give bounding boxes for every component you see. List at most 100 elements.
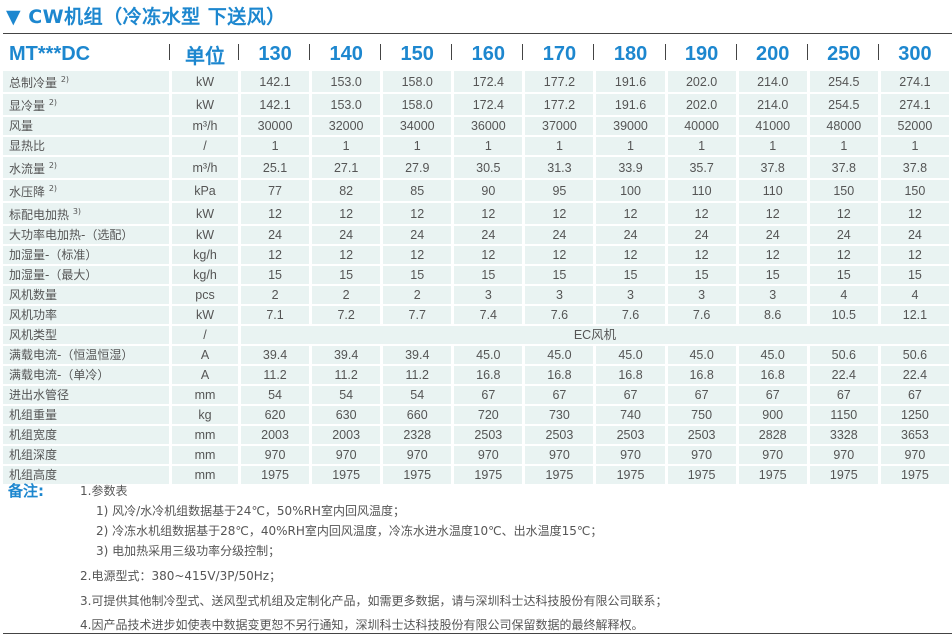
- value-cell: 1: [241, 137, 310, 155]
- value-cell: 1975: [312, 466, 381, 484]
- value-cell: 12: [880, 203, 949, 224]
- row-label: 机组深度: [3, 446, 169, 464]
- value-cell: 4: [809, 286, 878, 304]
- row-label: 加湿量-（最大）: [3, 266, 169, 284]
- value-cell: 1975: [454, 466, 523, 484]
- row-label-text: 风机功率: [9, 308, 58, 322]
- table-row: 机组重量 kg 620 630 660 720 730 740 750 900 1150 1250: [3, 406, 949, 424]
- value-cell: 45.0: [667, 346, 736, 364]
- row-label: 显冷量 2): [3, 94, 169, 115]
- row-label: 机组重量: [3, 406, 169, 424]
- value-cell: 150: [809, 180, 878, 201]
- value-cell: 12: [241, 203, 310, 224]
- row-unit: kPa: [172, 180, 238, 201]
- value-cell: 39.4: [383, 346, 452, 364]
- value-cell: 40000: [667, 117, 736, 135]
- value-cell: 16.8: [596, 366, 665, 384]
- value-cell: 50.6: [809, 346, 878, 364]
- value-cell: 970: [383, 446, 452, 464]
- row-label: 机组宽度: [3, 426, 169, 444]
- value-cell: 24: [525, 226, 594, 244]
- value-cell: 15: [383, 266, 452, 284]
- value-cell: 7.7: [383, 306, 452, 324]
- header-model-190: 190: [664, 40, 736, 69]
- value-cell: 12: [596, 246, 665, 264]
- value-cell: 177.2: [525, 71, 594, 92]
- row-label-text: 总制冷量: [9, 76, 58, 90]
- row-unit: mm: [172, 426, 238, 444]
- row-label-text: 满载电流-（恒温恒湿）: [9, 348, 134, 362]
- section-title: ▼ CW机组（冷冻水型 下送风）: [6, 6, 286, 28]
- value-cell: 970: [809, 446, 878, 464]
- value-cell: 3: [525, 286, 594, 304]
- value-cell: 24: [312, 226, 381, 244]
- value-cell: 970: [241, 446, 310, 464]
- value-cell: 720: [454, 406, 523, 424]
- footnote-ref: 2): [48, 184, 58, 193]
- row-unit: mm: [172, 386, 238, 404]
- value-cell: 27.1: [312, 157, 381, 178]
- table-row: 显冷量 2) kW 142.1 153.0 158.0 172.4 177.2 191.6 20…: [3, 94, 949, 115]
- value-cell: 3: [596, 286, 665, 304]
- value-cell: 34000: [383, 117, 452, 135]
- footnote-ref: 3): [72, 207, 82, 216]
- top-divider: [3, 33, 952, 34]
- note-line: 2) 冷冻水机组数据基于28℃，40%RH室内回风温度，冷冻水进水温度10℃、出…: [96, 524, 603, 538]
- value-cell: 54: [383, 386, 452, 404]
- value-cell: 142.1: [241, 71, 310, 92]
- row-label-text: 标配电加热: [9, 208, 70, 222]
- value-cell: 660: [383, 406, 452, 424]
- row-unit: mm: [172, 466, 238, 484]
- header-model-140: 140: [309, 40, 380, 69]
- value-cell: 12: [241, 246, 310, 264]
- value-cell: 24: [738, 226, 807, 244]
- value-cell: 31.3: [525, 157, 594, 178]
- row-unit: mm: [172, 446, 238, 464]
- value-cell: 172.4: [454, 94, 523, 115]
- value-cell: 45.0: [525, 346, 594, 364]
- row-label-text: 机组宽度: [9, 428, 58, 442]
- value-cell: 2503: [667, 426, 736, 444]
- value-cell: 54: [312, 386, 381, 404]
- value-cell: 750: [667, 406, 736, 424]
- value-cell: 3653: [880, 426, 949, 444]
- value-cell: 214.0: [738, 71, 807, 92]
- value-cell: 150: [880, 180, 949, 201]
- value-cell: 16.8: [525, 366, 594, 384]
- value-cell: 1: [738, 137, 807, 155]
- value-cell: 12: [383, 203, 452, 224]
- note-line: 1.参数表: [80, 484, 128, 498]
- value-cell: 22.4: [809, 366, 878, 384]
- row-label-text: 加湿量-（最大）: [9, 268, 98, 282]
- value-cell: 10.5: [809, 306, 878, 324]
- row-unit: kW: [172, 71, 238, 92]
- value-cell: 15: [809, 266, 878, 284]
- row-label: 加湿量-（标准）: [3, 246, 169, 264]
- row-label-text: 水压降: [9, 185, 46, 199]
- header-unit: 单位: [169, 40, 238, 69]
- footnote-ref: 2): [48, 98, 58, 107]
- footnote-ref: 2): [60, 75, 70, 84]
- value-cell: 630: [312, 406, 381, 424]
- value-cell: 900: [738, 406, 807, 424]
- header-row: MT***DC 单位 130 140 150 160 170 180 190 200 250 300: [3, 40, 949, 69]
- value-cell: 15: [738, 266, 807, 284]
- header-model-130: 130: [237, 40, 309, 69]
- row-label-text: 风机数量: [9, 288, 58, 302]
- value-cell: 12: [809, 246, 878, 264]
- value-cell: 274.1: [880, 71, 949, 92]
- row-label: 进出水管径: [3, 386, 169, 404]
- value-cell: 67: [738, 386, 807, 404]
- value-cell: 2503: [454, 426, 523, 444]
- value-cell: 254.5: [809, 71, 878, 92]
- value-cell: 191.6: [596, 71, 665, 92]
- value-cell: 158.0: [383, 94, 452, 115]
- value-cell: 12: [312, 203, 381, 224]
- row-label: 满载电流-（恒温恒湿）: [3, 346, 169, 364]
- footnote-ref: 2): [48, 161, 58, 170]
- row-label: 显热比: [3, 137, 169, 155]
- value-cell: 39.4: [241, 346, 310, 364]
- value-cell: 970: [525, 446, 594, 464]
- row-unit: /: [172, 326, 238, 344]
- table-row: 满载电流-（单冷） A 11.2 11.2 11.2 16.8 16.8 16.8 16.8 16…: [3, 366, 949, 384]
